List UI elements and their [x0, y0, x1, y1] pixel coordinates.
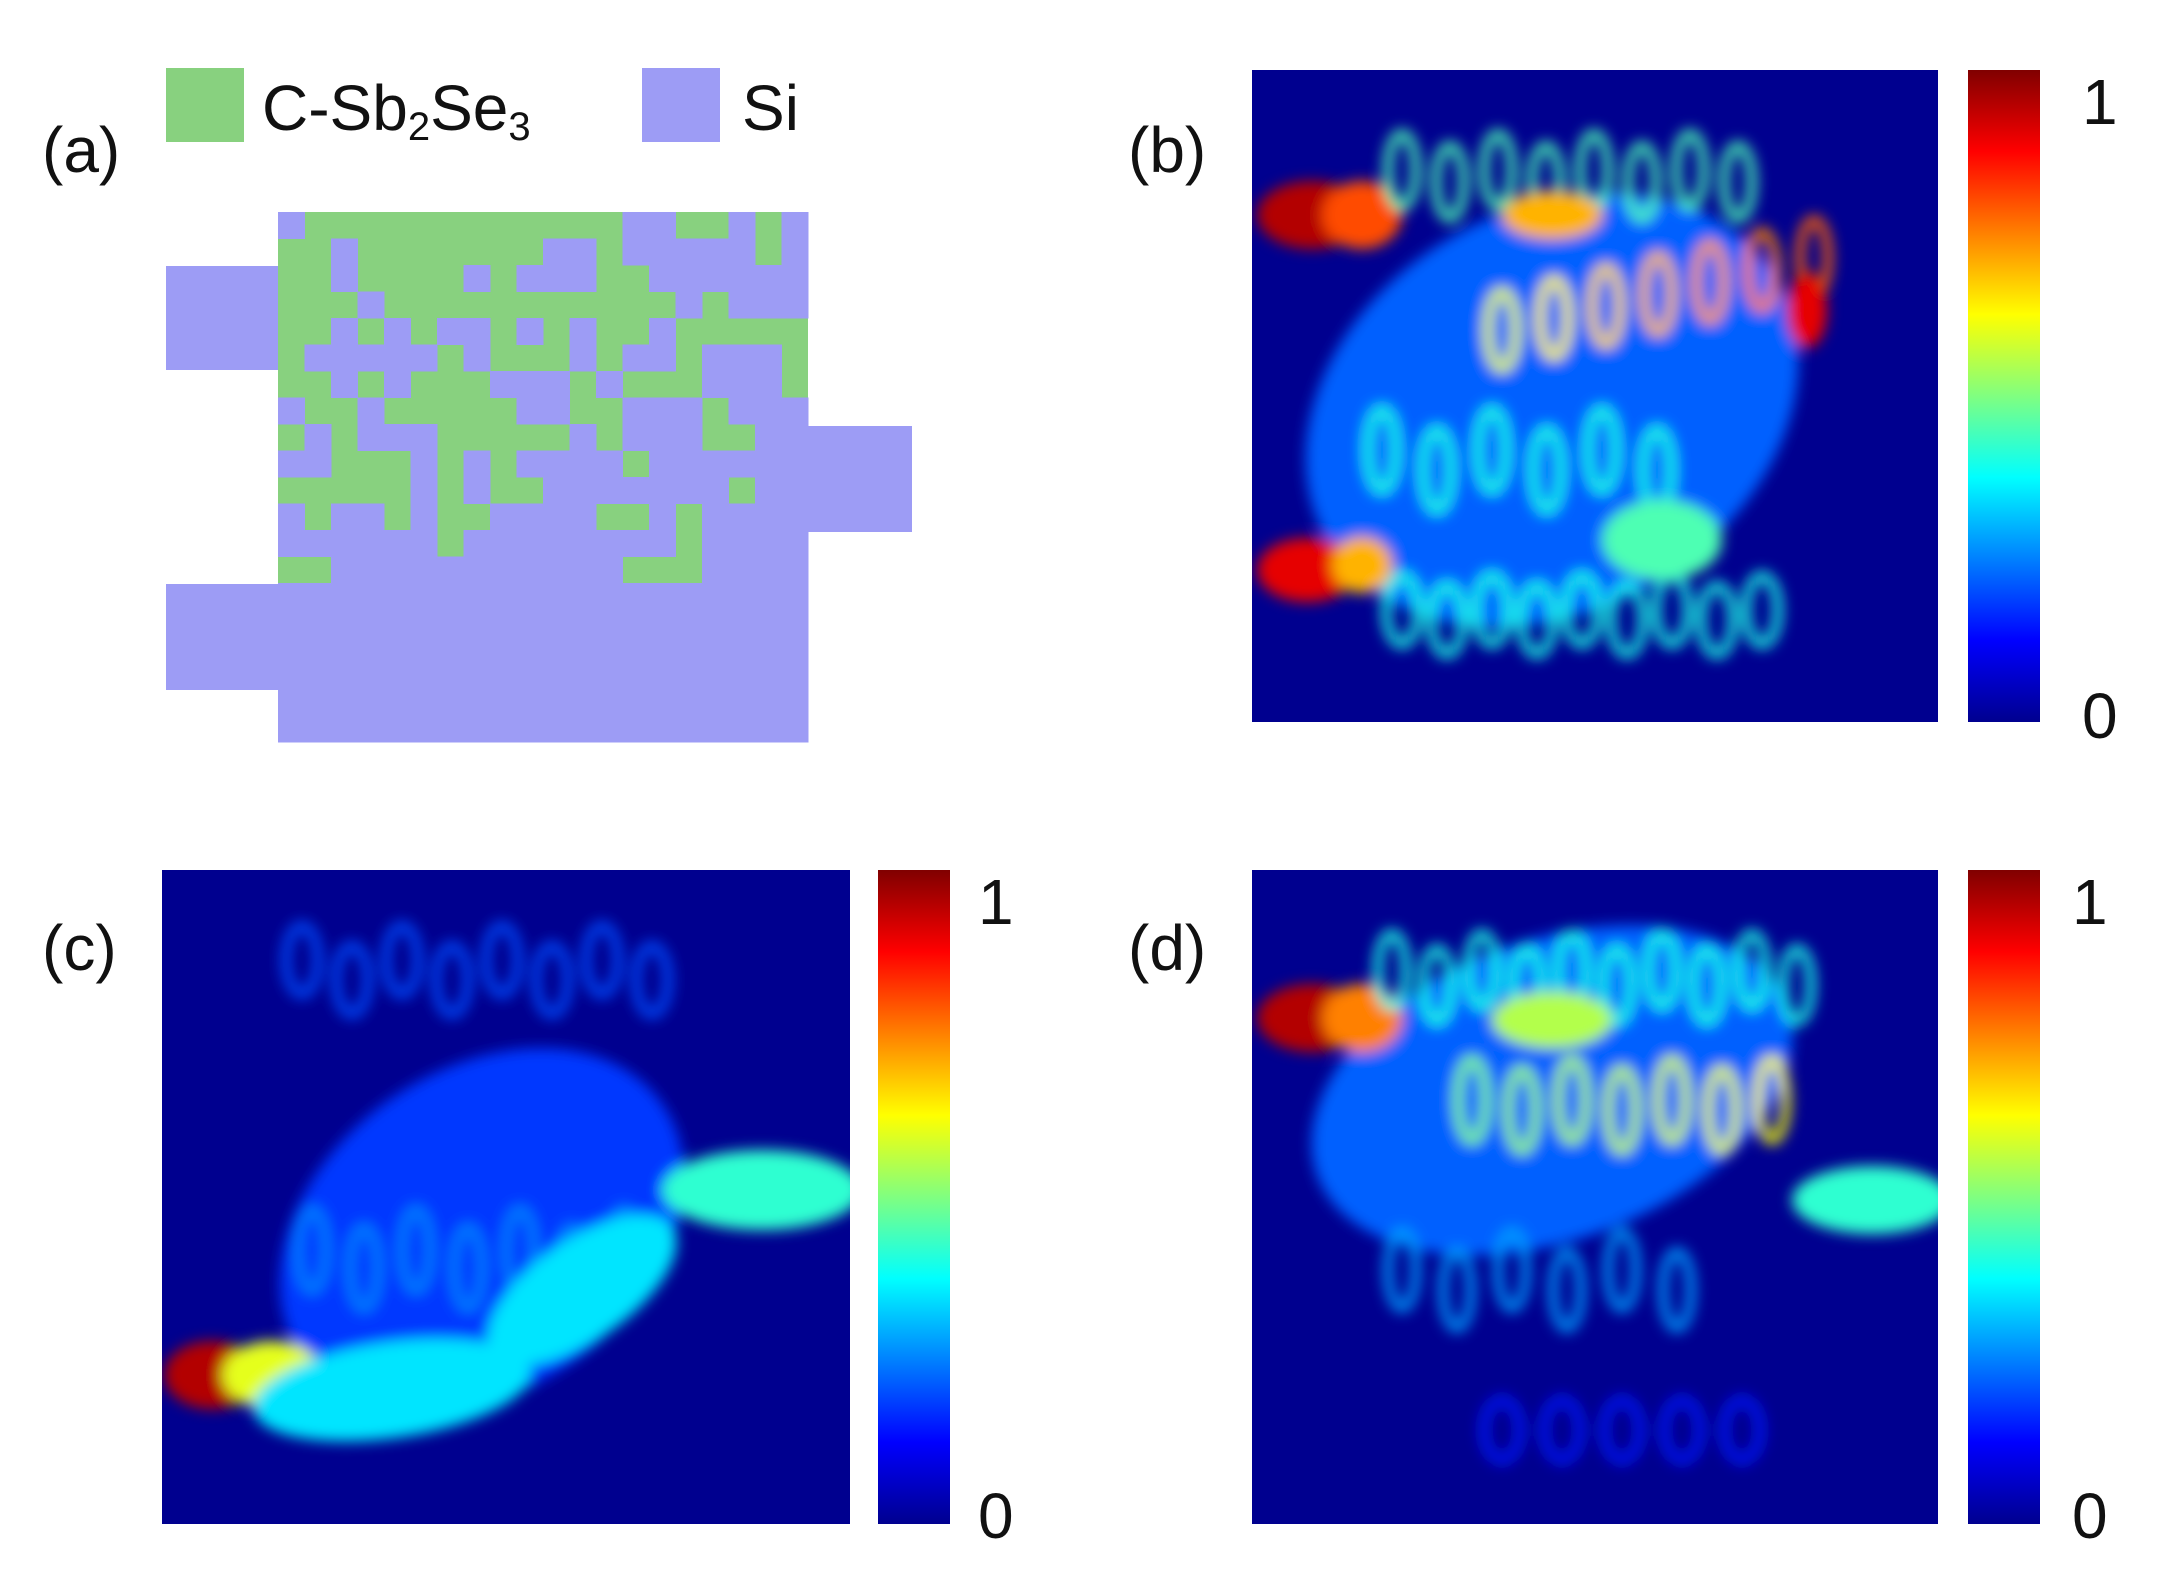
colorbar-c-max: 1: [978, 866, 1014, 938]
legend-swatch-c-sb2se3: [166, 68, 244, 142]
panel-label-a: (a): [42, 114, 121, 186]
colorbar-d-min: 0: [2072, 1480, 2108, 1552]
field-map-b: [1252, 70, 1938, 722]
colorbar-b-max: 1: [2082, 66, 2118, 138]
panel-label-d: (d): [1128, 912, 1207, 984]
material-design-pattern: [166, 212, 912, 743]
colorbar-c: [878, 870, 950, 1524]
legend-label-c-sb2se3: C-Sb2Se3: [262, 72, 531, 149]
colorbar-d: [1968, 870, 2040, 1524]
panel-label-c: (c): [42, 912, 117, 984]
field-map-c: [162, 870, 850, 1524]
colorbar-b: [1968, 70, 2040, 722]
colorbar-b-min: 0: [2082, 680, 2118, 752]
field-map-d: [1252, 870, 1938, 1524]
legend-swatch-si: [642, 68, 720, 142]
colorbar-d-max: 1: [2072, 866, 2108, 938]
legend-label-si: Si: [742, 72, 799, 144]
colorbar-c-min: 0: [978, 1480, 1014, 1552]
panel-label-b: (b): [1128, 114, 1207, 186]
